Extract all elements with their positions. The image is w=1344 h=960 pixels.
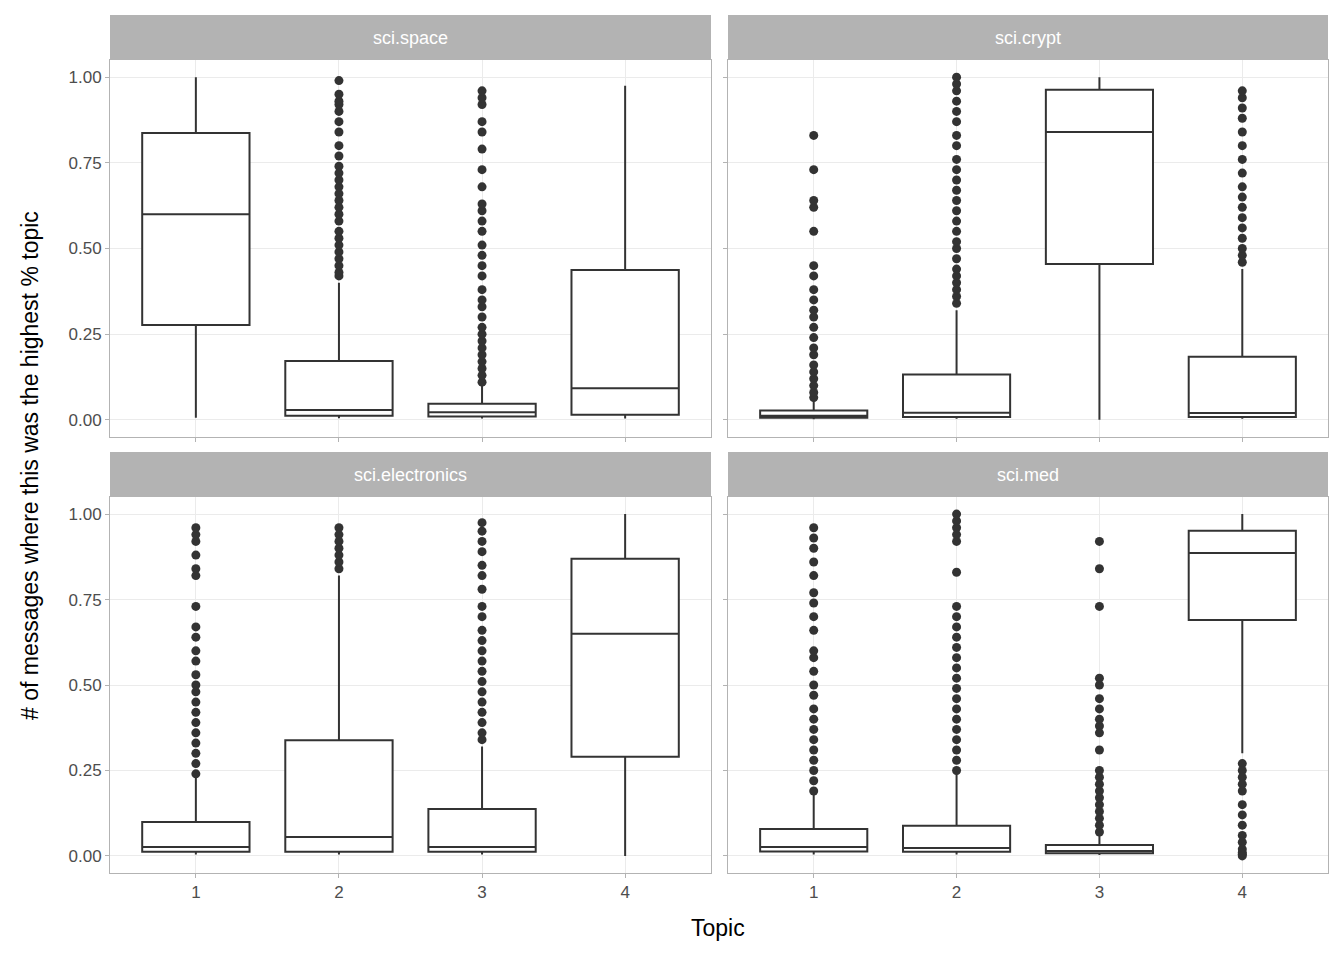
svg-text:0.75: 0.75 [69,591,102,610]
svg-text:3: 3 [1095,883,1104,902]
svg-text:4: 4 [620,883,629,902]
svg-text:0.50: 0.50 [69,239,102,258]
svg-text:1.00: 1.00 [69,68,102,87]
svg-text:1.00: 1.00 [69,505,102,524]
svg-text:2: 2 [334,883,343,902]
svg-text:1: 1 [191,883,200,902]
svg-text:sci.space: sci.space [373,28,448,48]
svg-text:3: 3 [477,883,486,902]
svg-text:2: 2 [952,883,961,902]
svg-text:0.25: 0.25 [69,761,102,780]
svg-text:0.50: 0.50 [69,676,102,695]
svg-text:sci.crypt: sci.crypt [995,28,1061,48]
svg-text:sci.electronics: sci.electronics [354,465,467,485]
svg-text:0.25: 0.25 [69,325,102,344]
svg-text:4: 4 [1238,883,1247,902]
svg-text:Topic: Topic [691,915,745,941]
svg-text:0.75: 0.75 [69,154,102,173]
svg-text:1: 1 [809,883,818,902]
svg-text:0.00: 0.00 [69,411,102,430]
svg-text:# of messages where this was t: # of messages where this was the highest… [17,211,43,720]
svg-text:0.00: 0.00 [69,847,102,866]
svg-text:sci.med: sci.med [997,465,1059,485]
